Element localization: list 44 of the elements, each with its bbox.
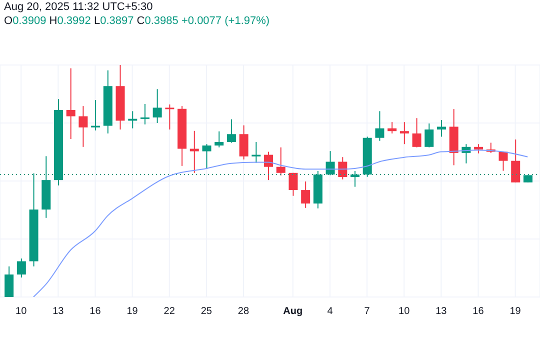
x-tick-label: 19	[126, 306, 138, 317]
candlestick	[511, 138, 520, 183]
candlestick	[412, 118, 422, 148]
candlestick	[498, 151, 508, 172]
x-tick-label: 28	[238, 306, 250, 317]
candlestick	[436, 119, 446, 138]
candlestick	[190, 130, 199, 174]
candlestick	[388, 122, 397, 134]
x-tick-label: 16	[472, 306, 484, 317]
candlestick	[264, 151, 274, 181]
candlestick	[400, 122, 409, 145]
candlestick	[338, 156, 348, 180]
x-tick-label: 16	[90, 306, 102, 317]
candlestick	[91, 100, 100, 131]
candlestick	[202, 144, 212, 170]
candlestick	[239, 124, 248, 160]
candlestick	[140, 103, 150, 125]
x-tick-label: 7	[364, 306, 370, 317]
x-tick-label: 10	[16, 306, 28, 317]
x-tick-label: 13	[436, 306, 448, 317]
x-tick-label: 22	[164, 306, 176, 317]
x-tick-label: 10	[398, 306, 410, 317]
candlestick	[165, 104, 174, 130]
candlestick	[152, 88, 162, 124]
x-tick-label: Aug	[283, 306, 303, 317]
candlestick	[16, 258, 26, 278]
x-tick-label: 19	[510, 306, 522, 317]
candlestick	[226, 118, 236, 144]
candlestick	[301, 180, 310, 208]
candlestick	[375, 110, 384, 142]
candlestick	[252, 142, 261, 164]
x-tick-label: 13	[52, 306, 64, 317]
text: O0.3909 H0.3992 L0.3897 C0.3985 +0.0077 (+1.97%)	[4, 15, 270, 27]
x-tick-label: 4	[327, 306, 334, 317]
candlestick	[424, 122, 434, 148]
candlestick	[4, 266, 14, 297]
candlestick	[474, 144, 484, 154]
candlestick	[66, 68, 76, 140]
candlestick	[288, 172, 298, 196]
candlestick	[214, 130, 224, 148]
candlestick	[78, 106, 88, 148]
x-tick-label: 25	[200, 306, 212, 317]
candlestick	[276, 146, 286, 176]
text: Aug 20, 2025 11:32 UTC+5:30	[4, 1, 153, 13]
